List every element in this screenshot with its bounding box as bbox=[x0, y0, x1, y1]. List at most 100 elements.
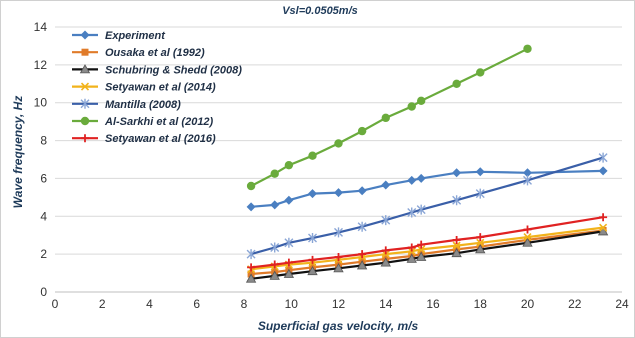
legend-label: Setyawan et al (2014) bbox=[105, 82, 216, 94]
data-point bbox=[270, 169, 279, 178]
data-point bbox=[523, 44, 532, 53]
series-0 bbox=[246, 166, 608, 212]
legend: Experiment Ousaka et al (1992) Schubring &… bbox=[72, 30, 242, 145]
series-6 bbox=[247, 213, 608, 272]
gridlines bbox=[55, 26, 622, 255]
data-point bbox=[270, 260, 279, 269]
x-tick-label: 18 bbox=[474, 297, 488, 311]
legend-item: Mantilla (2008) bbox=[72, 98, 181, 111]
legend-swatch-marker bbox=[79, 64, 91, 74]
legend-swatch-marker bbox=[81, 48, 89, 56]
data-point bbox=[333, 263, 344, 273]
data-point bbox=[270, 242, 280, 253]
data-point bbox=[381, 215, 391, 226]
legend-swatch-marker bbox=[80, 116, 90, 126]
x-tick-label: 16 bbox=[426, 297, 440, 311]
data-point bbox=[357, 126, 367, 136]
legend-label: Ousaka et al (1992) bbox=[105, 47, 205, 59]
data-point bbox=[406, 253, 417, 263]
data-point bbox=[380, 257, 391, 267]
data-point bbox=[476, 238, 485, 247]
data-point bbox=[357, 186, 367, 196]
data-point bbox=[308, 255, 317, 264]
data-point bbox=[269, 270, 280, 280]
data-point bbox=[452, 235, 461, 244]
data-point bbox=[523, 233, 532, 242]
data-point bbox=[522, 237, 533, 247]
data-point bbox=[475, 167, 485, 177]
data-point bbox=[356, 260, 368, 270]
data-point bbox=[523, 168, 532, 178]
y-tick-label: 14 bbox=[34, 20, 48, 34]
legend-swatch-marker bbox=[80, 98, 90, 109]
y-tick-label: 4 bbox=[40, 209, 47, 223]
x-tick-label: 10 bbox=[285, 297, 299, 311]
data-point bbox=[452, 168, 462, 178]
data-point bbox=[283, 268, 295, 278]
data-point bbox=[476, 233, 485, 242]
x-tick-label: 14 bbox=[379, 297, 393, 311]
legend-label: Al-Sarkhi et al (2012) bbox=[104, 116, 214, 128]
y-axis-label: Wave frequency, Hz bbox=[11, 96, 25, 209]
data-point bbox=[247, 263, 256, 272]
data-point bbox=[284, 195, 294, 205]
data-point bbox=[598, 166, 608, 176]
data-point bbox=[308, 233, 318, 244]
data-point bbox=[452, 79, 461, 88]
data-point bbox=[407, 175, 417, 185]
data-point bbox=[416, 173, 426, 183]
legend-item: Ousaka et al (1992) bbox=[72, 47, 205, 59]
data-point bbox=[334, 227, 343, 238]
data-point bbox=[358, 250, 367, 259]
data-point bbox=[407, 207, 417, 218]
legend-label: Setyawan et al (2016) bbox=[105, 133, 216, 145]
x-tick-label: 20 bbox=[521, 297, 535, 311]
data-point bbox=[417, 240, 426, 249]
legend-item: Schubring & Shedd (2008) bbox=[72, 64, 242, 76]
data-point bbox=[334, 252, 343, 261]
x-tick-label: 4 bbox=[146, 297, 153, 311]
y-tick-label: 0 bbox=[40, 285, 47, 299]
data-point bbox=[523, 175, 532, 186]
data-point bbox=[357, 221, 367, 232]
data-point bbox=[308, 151, 317, 160]
data-point bbox=[246, 181, 256, 191]
legend-item: Experiment bbox=[72, 30, 166, 42]
legend-item: Setyawan et al (2016) bbox=[72, 133, 216, 145]
data-point bbox=[246, 202, 256, 212]
chart-title: Vsl=0.0505m/s bbox=[282, 5, 358, 17]
series-5 bbox=[246, 44, 532, 191]
data-point bbox=[599, 213, 608, 222]
x-tick-label: 22 bbox=[568, 297, 582, 311]
data-point bbox=[451, 247, 462, 258]
data-point bbox=[334, 188, 343, 198]
series-2 bbox=[245, 226, 609, 283]
data-point bbox=[334, 139, 343, 148]
x-tick-label: 6 bbox=[193, 297, 200, 311]
data-point bbox=[416, 251, 427, 261]
y-tick-label: 10 bbox=[34, 96, 48, 110]
x-tick-label: 24 bbox=[615, 297, 629, 311]
data-point bbox=[284, 258, 293, 267]
y-tick-label: 12 bbox=[34, 58, 48, 72]
data-point bbox=[452, 195, 462, 206]
legend-swatch-marker bbox=[80, 82, 90, 91]
y-tick-label: 6 bbox=[40, 171, 47, 185]
data-point bbox=[245, 273, 257, 283]
data-point bbox=[475, 188, 485, 199]
legend-item: Al-Sarkhi et al (2012) bbox=[72, 116, 214, 128]
data-point bbox=[452, 241, 461, 250]
x-axis-label: Superficial gas velocity, m/s bbox=[258, 319, 419, 333]
legend-swatch-marker bbox=[81, 134, 89, 143]
legend-swatch-marker bbox=[80, 30, 90, 40]
legend-label: Schubring & Shedd (2008) bbox=[105, 64, 242, 76]
data-point bbox=[307, 265, 318, 276]
legend-label: Experiment bbox=[105, 30, 166, 42]
x-tick-label: 8 bbox=[241, 297, 248, 311]
data-point bbox=[599, 223, 608, 232]
data-point bbox=[523, 225, 532, 234]
data-point bbox=[416, 204, 426, 215]
